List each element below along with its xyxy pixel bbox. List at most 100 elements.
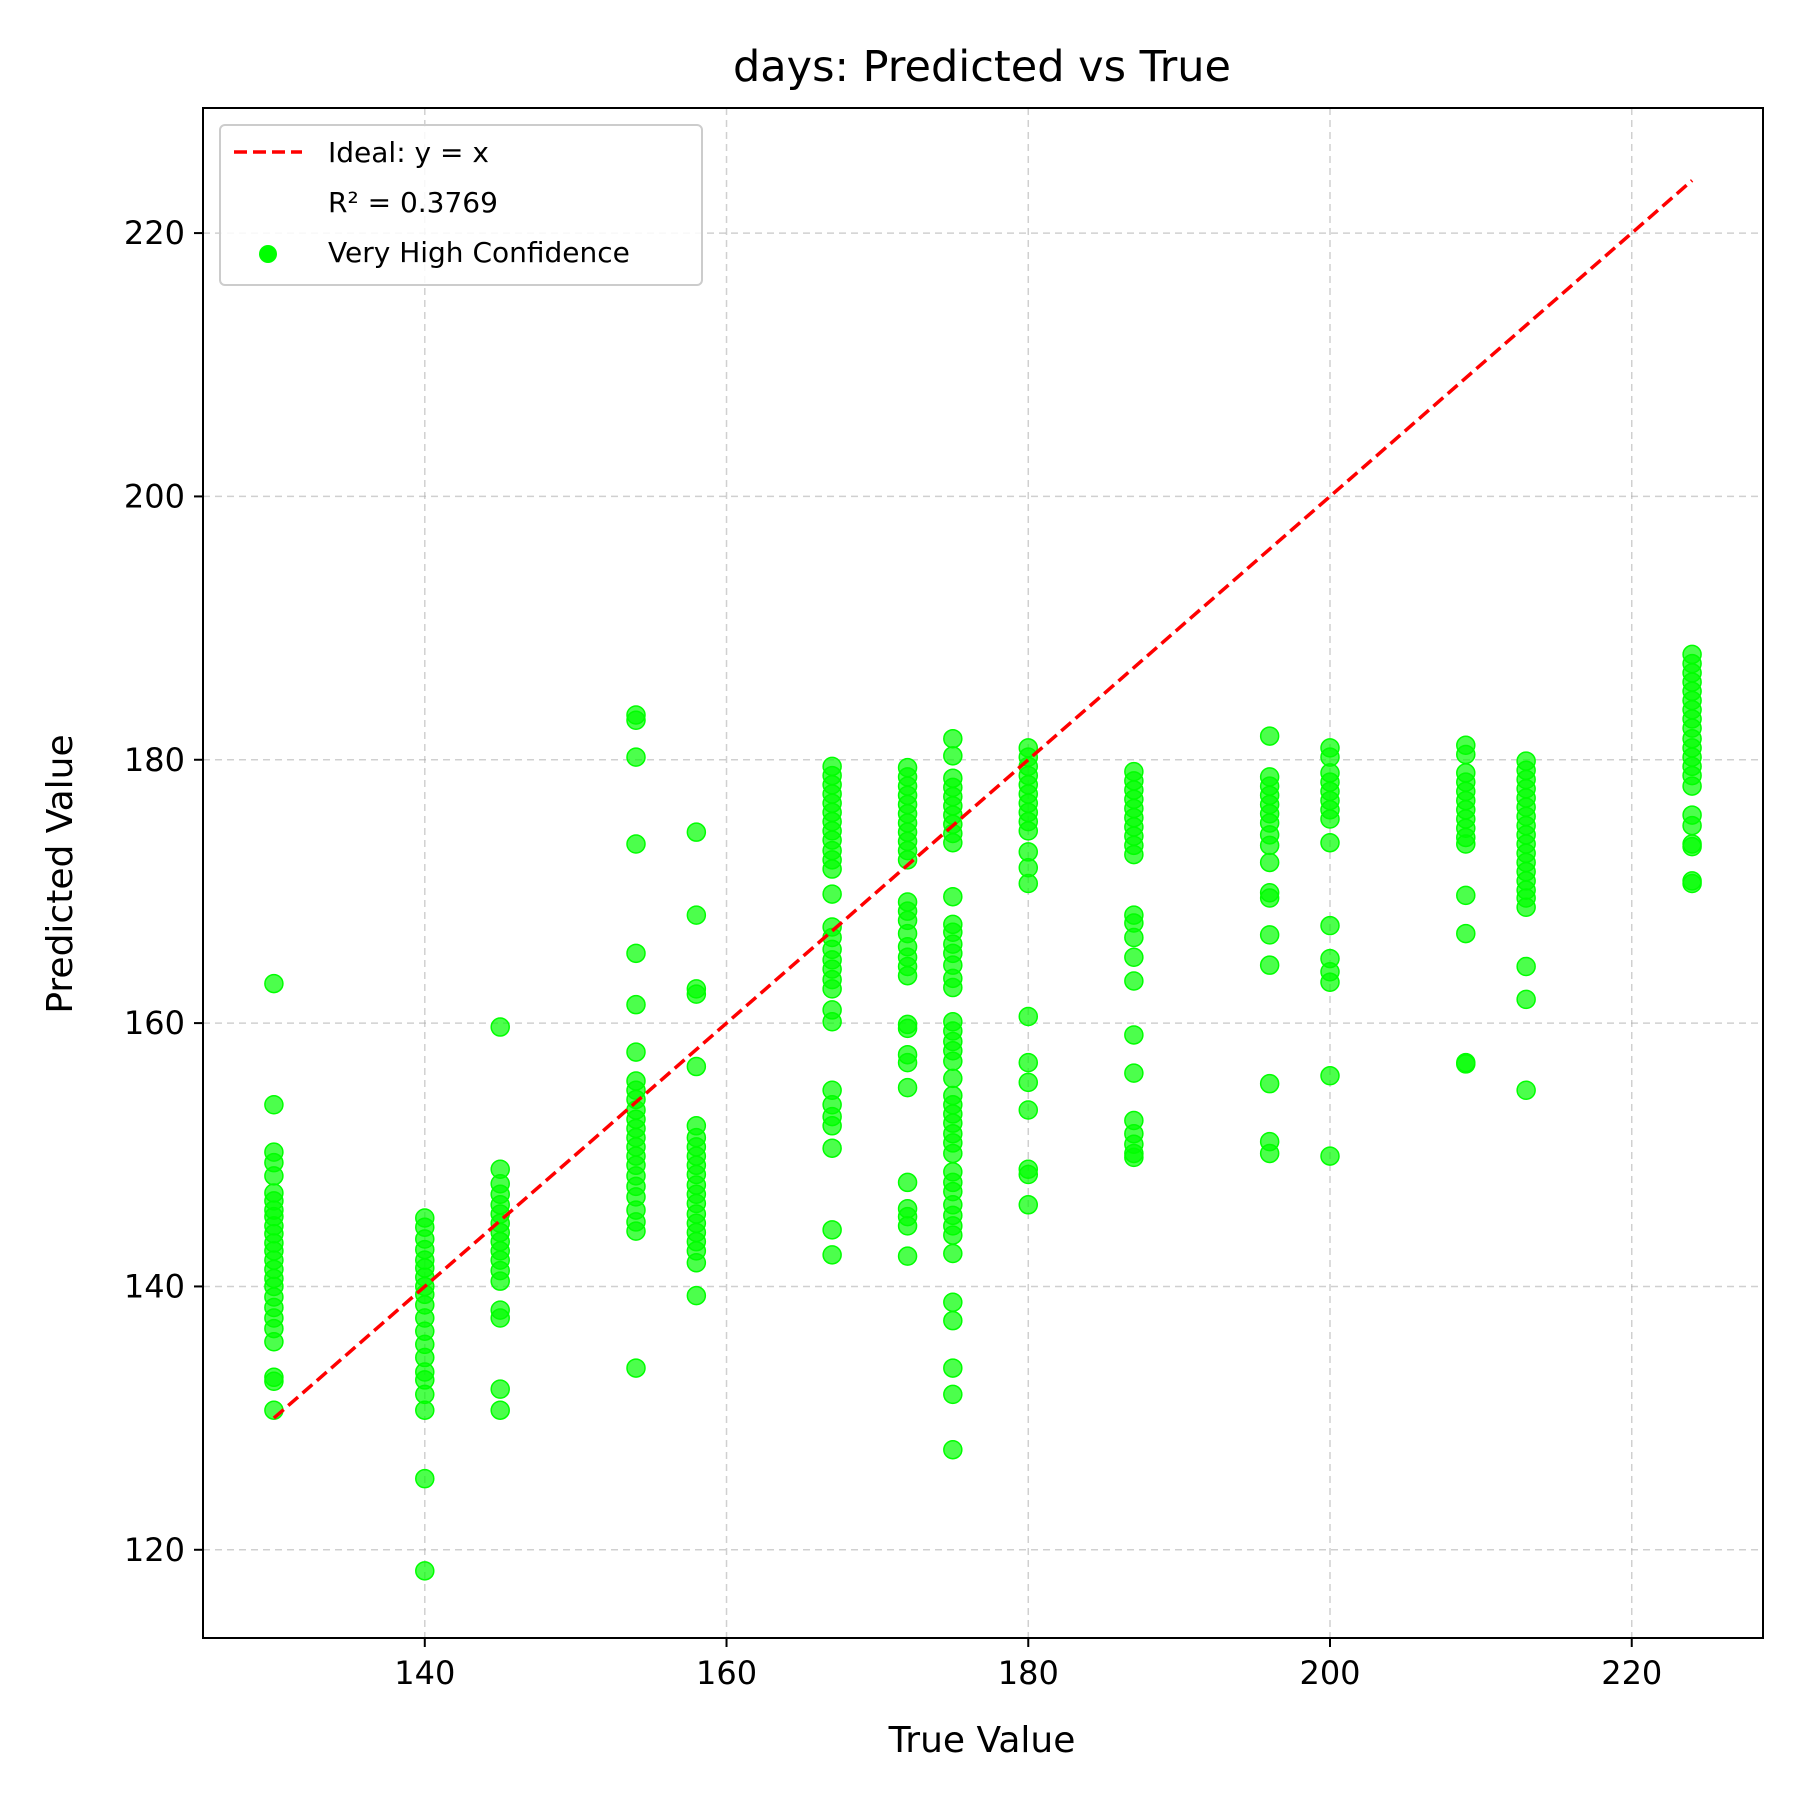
scatter-point [686,1056,707,1077]
scatter-point [1320,915,1340,936]
scatter-point [626,834,646,854]
scatter-point [686,1252,707,1273]
y-tick-label: 200 [124,477,185,515]
scatter-point [1018,1100,1039,1120]
x-tick-label: 200 [1299,1654,1360,1692]
scatter-point [943,1358,963,1378]
scatter-point [943,1439,963,1460]
scatter-point [1320,832,1340,853]
scatter-point [1259,835,1280,856]
grid [203,108,1763,1638]
scatter-points [264,644,1702,1581]
scatter-point [943,1143,963,1164]
scatter-point [264,973,284,994]
scatter-point [1018,821,1039,841]
x-tick-label: 140 [394,1654,455,1692]
scatter-point [943,1051,963,1072]
scatter-point [264,1371,284,1391]
scatter-point [943,1225,963,1245]
scatter-point [943,1068,963,1089]
scatter-point [1456,1054,1476,1074]
scatter-point [897,1216,918,1236]
scatter-point [1124,947,1144,968]
x-tick-label: 160 [696,1654,757,1692]
scatter-point [1259,955,1280,975]
scatter-point [1124,927,1144,948]
scatter-point [1516,956,1536,977]
scatter-point [943,1243,963,1264]
scatter-point [1320,809,1340,829]
scatter-point [822,1138,842,1158]
scatter-point [264,1094,284,1115]
scatter-point [1124,1147,1144,1168]
scatter-point [897,1077,918,1098]
scatter-point [822,1012,842,1032]
scatter-point [626,747,646,767]
scatter-point [943,977,963,998]
legend-label-ideal: Ideal: y = x [328,136,489,169]
scatter-point [626,994,646,1015]
scatter-point [1124,971,1144,991]
scatter-point [415,1400,435,1420]
scatter-point [1018,873,1039,894]
scatter-point [1682,815,1702,836]
scatter-point [415,1468,435,1489]
scatter-point [1018,1164,1039,1185]
scatter-point [490,1271,510,1291]
scatter-point [490,1017,510,1037]
scatter-point [1018,1006,1039,1027]
scatter-point [897,965,918,986]
scatter-point [822,859,842,879]
scatter-point [1320,972,1340,993]
scatter-point [943,1384,963,1405]
scatter-point [1124,844,1144,865]
scatter-point [626,1221,646,1241]
scatter-point [1516,897,1536,917]
scatter-point [822,1220,842,1240]
scatter-point [626,710,646,731]
scatter-point [1018,1195,1039,1215]
scatter-point [1259,726,1280,746]
y-tick-label: 160 [124,1004,185,1042]
scatter-point [943,832,963,853]
scatter-point [1124,1063,1144,1083]
scatter-point [1456,885,1476,906]
chart-title: days: Predicted vs True [733,42,1231,92]
axis-ticks: 140 160 180 200 220 120 140 160 180 200 220 [124,214,1662,1692]
scatter-point [1456,834,1476,854]
legend-marker-swatch [259,245,277,263]
y-tick-label: 140 [124,1267,185,1305]
legend-box [219,124,703,286]
scatter-point [1259,1073,1280,1094]
scatter-point [1682,836,1702,857]
scatter-point [822,884,842,904]
x-tick-label: 220 [1601,1654,1662,1692]
scatter-point [1124,1025,1144,1045]
scatter-point [943,746,963,766]
scatter-point [1259,925,1280,945]
scatter-point [264,1331,284,1352]
scatter-point [490,1400,510,1420]
legend-label-r2: R² = 0.3769 [328,186,498,219]
scatter-point [686,822,707,842]
scatter-point [1259,888,1280,908]
scatter-point [897,1018,918,1039]
y-tick-label: 120 [124,1531,185,1569]
scatter-point [686,1285,707,1306]
scatter-point [897,1246,918,1266]
scatter-point [897,1052,918,1073]
scatter-point [686,905,707,925]
scatter-point [626,943,646,964]
scatter-point [490,1308,510,1328]
scatter-point [943,1310,963,1331]
scatter-point [1320,1066,1340,1086]
scatter-point [822,979,842,999]
scatter-point [1018,1072,1039,1093]
scatter-point [626,1358,646,1378]
y-tick-label: 220 [124,214,185,252]
scatter-point [1259,852,1280,873]
scatter-point [1259,1143,1280,1164]
legend: Ideal: y = x R² = 0.3769 Very High Confi… [219,124,703,286]
